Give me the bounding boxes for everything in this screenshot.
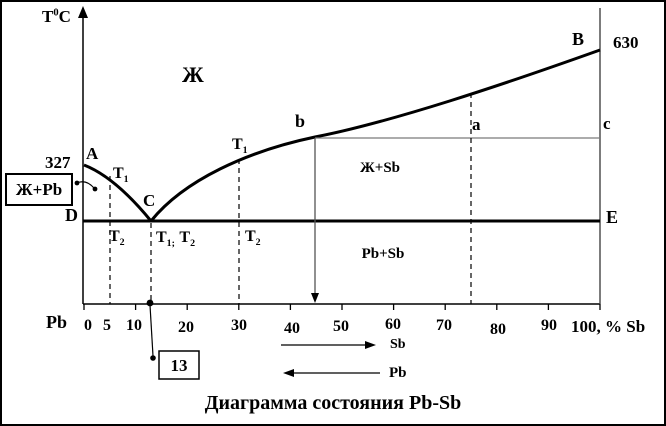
tick-70: 70 [436,317,452,334]
point-E: E [606,207,619,227]
t1-label-left: T1 [113,165,129,186]
pb-melting-temp: 327 [45,153,71,172]
tick-10: 10 [126,317,142,334]
diagram-title: Диаграмма состояния Pb-Sb [204,392,462,414]
point-B: B [572,29,585,49]
liquidus-pb-side [83,163,153,222]
t2-label-left: T2 [109,228,125,249]
tick-50: 50 [333,318,349,335]
tick-20: 20 [178,319,194,336]
t1-label-mid: T1 [232,136,248,157]
sb-direction-arrowhead-icon [365,341,376,349]
liquidus-sb-side [149,48,601,222]
y-axis-arrowhead-icon [78,6,88,18]
region-liquid-pb-label: Ж+Pb [15,180,63,199]
callout-13-dot [150,355,156,361]
tick-90: 90 [541,317,557,334]
region-liquid-sb-label: Ж+Sb [359,160,401,176]
point-a: a [472,115,481,134]
y-axis-title: T0C [42,7,71,26]
callout-13-box [158,350,200,380]
eutectic-axis-dot [146,299,154,307]
t1-t2-label: T1; T2 [156,229,196,250]
tick-5: 5 [103,317,111,334]
tick-60: 60 [385,316,401,333]
region-liquid-pb-leader-curve [76,181,95,189]
pb-direction-label: Pb [389,365,407,381]
point-c: c [603,114,611,133]
tick-0: 0 [84,317,92,334]
t2-label-mid: T2 [245,228,261,249]
point-A: A [86,144,99,163]
point-b: b [295,111,306,131]
region-liquid-label: Ж [182,62,204,87]
callout-13-leader [149,304,154,357]
x-axis-end-label: 100, % Sb [571,317,646,336]
x-axis-origin-label: Pb [46,312,68,332]
tick-40: 40 [284,320,300,337]
x-axis-ticks [83,304,601,310]
sb-direction-label: Sb [390,337,406,352]
vertical-45-arrowhead-icon [311,293,319,303]
region-liquid-pb-box [5,173,73,206]
pb-direction-arrowhead-icon [283,369,294,377]
tick-30: 30 [231,317,247,334]
sb-melting-temp: 630 [613,33,639,52]
point-C: C [143,191,156,210]
region-liquid-pb-leader-dot2 [92,186,98,192]
eutectic-composition-value: 13 [170,355,188,375]
tick-80: 80 [490,321,506,338]
point-D: D [65,205,78,225]
region-pb-sb-label: Pb+Sb [361,246,405,262]
